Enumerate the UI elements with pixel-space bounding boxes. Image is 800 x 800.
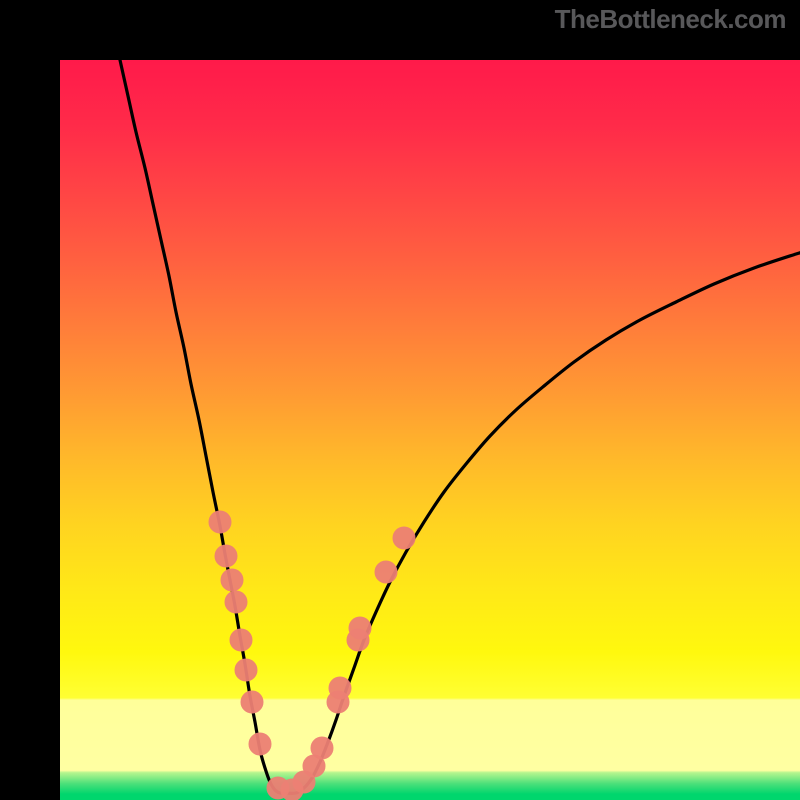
data-marker: [230, 629, 252, 651]
left-curve: [120, 60, 285, 793]
data-marker: [329, 677, 351, 699]
data-marker: [215, 545, 237, 567]
data-marker: [375, 561, 397, 583]
data-marker: [235, 659, 257, 681]
curves-layer: [60, 60, 800, 800]
data-marker: [225, 591, 247, 613]
chart-frame: [0, 0, 800, 800]
data-marker: [349, 617, 371, 639]
watermark-text: TheBottleneck.com: [555, 4, 786, 35]
data-marker: [393, 527, 415, 549]
data-marker: [249, 733, 271, 755]
data-marker: [311, 737, 333, 759]
plot-area: [60, 60, 800, 800]
data-markers: [209, 511, 415, 800]
data-marker: [241, 691, 263, 713]
data-marker: [221, 569, 243, 591]
data-marker: [209, 511, 231, 533]
right-curve: [285, 253, 800, 794]
